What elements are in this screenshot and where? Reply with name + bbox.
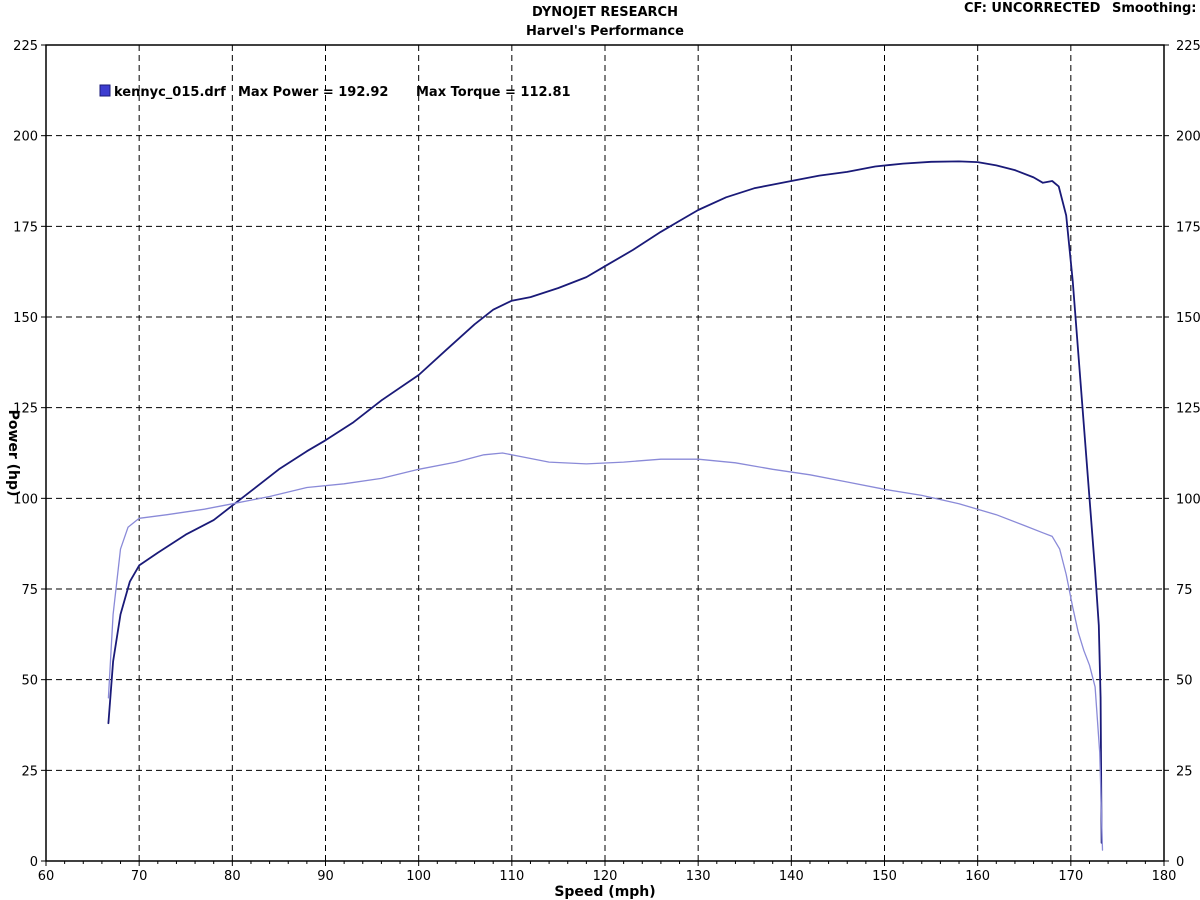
y-tick-label-right: 100 — [1176, 492, 1200, 507]
x-axis-label: Speed (mph) — [554, 884, 655, 900]
y-tick-label-right: 0 — [1176, 855, 1184, 870]
x-tick-label: 120 — [593, 869, 618, 884]
legend-max-power: Max Power = 192.92 — [238, 85, 388, 100]
y-tick-label-right: 175 — [1176, 220, 1200, 235]
x-tick-label: 180 — [1152, 869, 1177, 884]
x-tick-label: 70 — [131, 869, 148, 884]
legend-max-torque: Max Torque = 112.81 — [416, 85, 571, 100]
y-tick-label-left: 175 — [13, 220, 38, 235]
y-tick-label-right: 50 — [1176, 674, 1193, 689]
y-tick-label-left: 100 — [13, 492, 38, 507]
y-tick-label-right: 150 — [1176, 311, 1200, 326]
y-tick-label-left: 150 — [13, 311, 38, 326]
y-tick-label-left: 25 — [21, 764, 38, 779]
x-tick-label: 90 — [317, 869, 334, 884]
series-group — [107, 160, 1104, 851]
y-tick-label-left: 200 — [13, 130, 38, 145]
tick-marks — [41, 44, 1169, 866]
y-tick-label-left: 75 — [21, 583, 38, 598]
y-tick-label-left: 0 — [30, 855, 38, 870]
x-tick-label: 150 — [872, 869, 897, 884]
y-tick-label-left: 225 — [13, 39, 38, 54]
x-tick-label: 110 — [499, 869, 524, 884]
x-tick-label: 100 — [406, 869, 431, 884]
correction-factor-label: CF: UNCORRECTED — [964, 1, 1101, 16]
grid-lines — [46, 45, 1164, 861]
chart-title: DYNOJET RESEARCH — [532, 5, 678, 20]
y-tick-label-right: 75 — [1176, 583, 1193, 598]
y-tick-label-right: 25 — [1176, 764, 1193, 779]
x-tick-label: 170 — [1058, 869, 1083, 884]
power-series-line — [107, 160, 1103, 844]
x-tick-label: 160 — [965, 869, 990, 884]
x-tick-label: 140 — [779, 869, 804, 884]
legend: kennyc_015.drf Max Power = 192.92 Max To… — [99, 84, 571, 100]
x-tick-label: 60 — [38, 869, 55, 884]
y-tick-label-left: 125 — [13, 402, 38, 417]
chart-subtitle: Harvel's Performance — [526, 24, 684, 39]
x-tick-label: 130 — [686, 869, 711, 884]
y-tick-label-right: 200 — [1176, 130, 1200, 145]
y-tick-label-right: 125 — [1176, 402, 1200, 417]
x-tick-label: 80 — [224, 869, 241, 884]
legend-swatch — [99, 84, 111, 97]
y-tick-label-right: 225 — [1176, 39, 1200, 54]
legend-run-name: kennyc_015.drf — [114, 85, 226, 100]
torque-series-line — [107, 452, 1104, 851]
y-tick-label-left: 50 — [21, 674, 38, 689]
smoothing-label: Smoothing: — [1112, 1, 1196, 16]
y-axis-label: Power (hp) — [5, 410, 21, 497]
